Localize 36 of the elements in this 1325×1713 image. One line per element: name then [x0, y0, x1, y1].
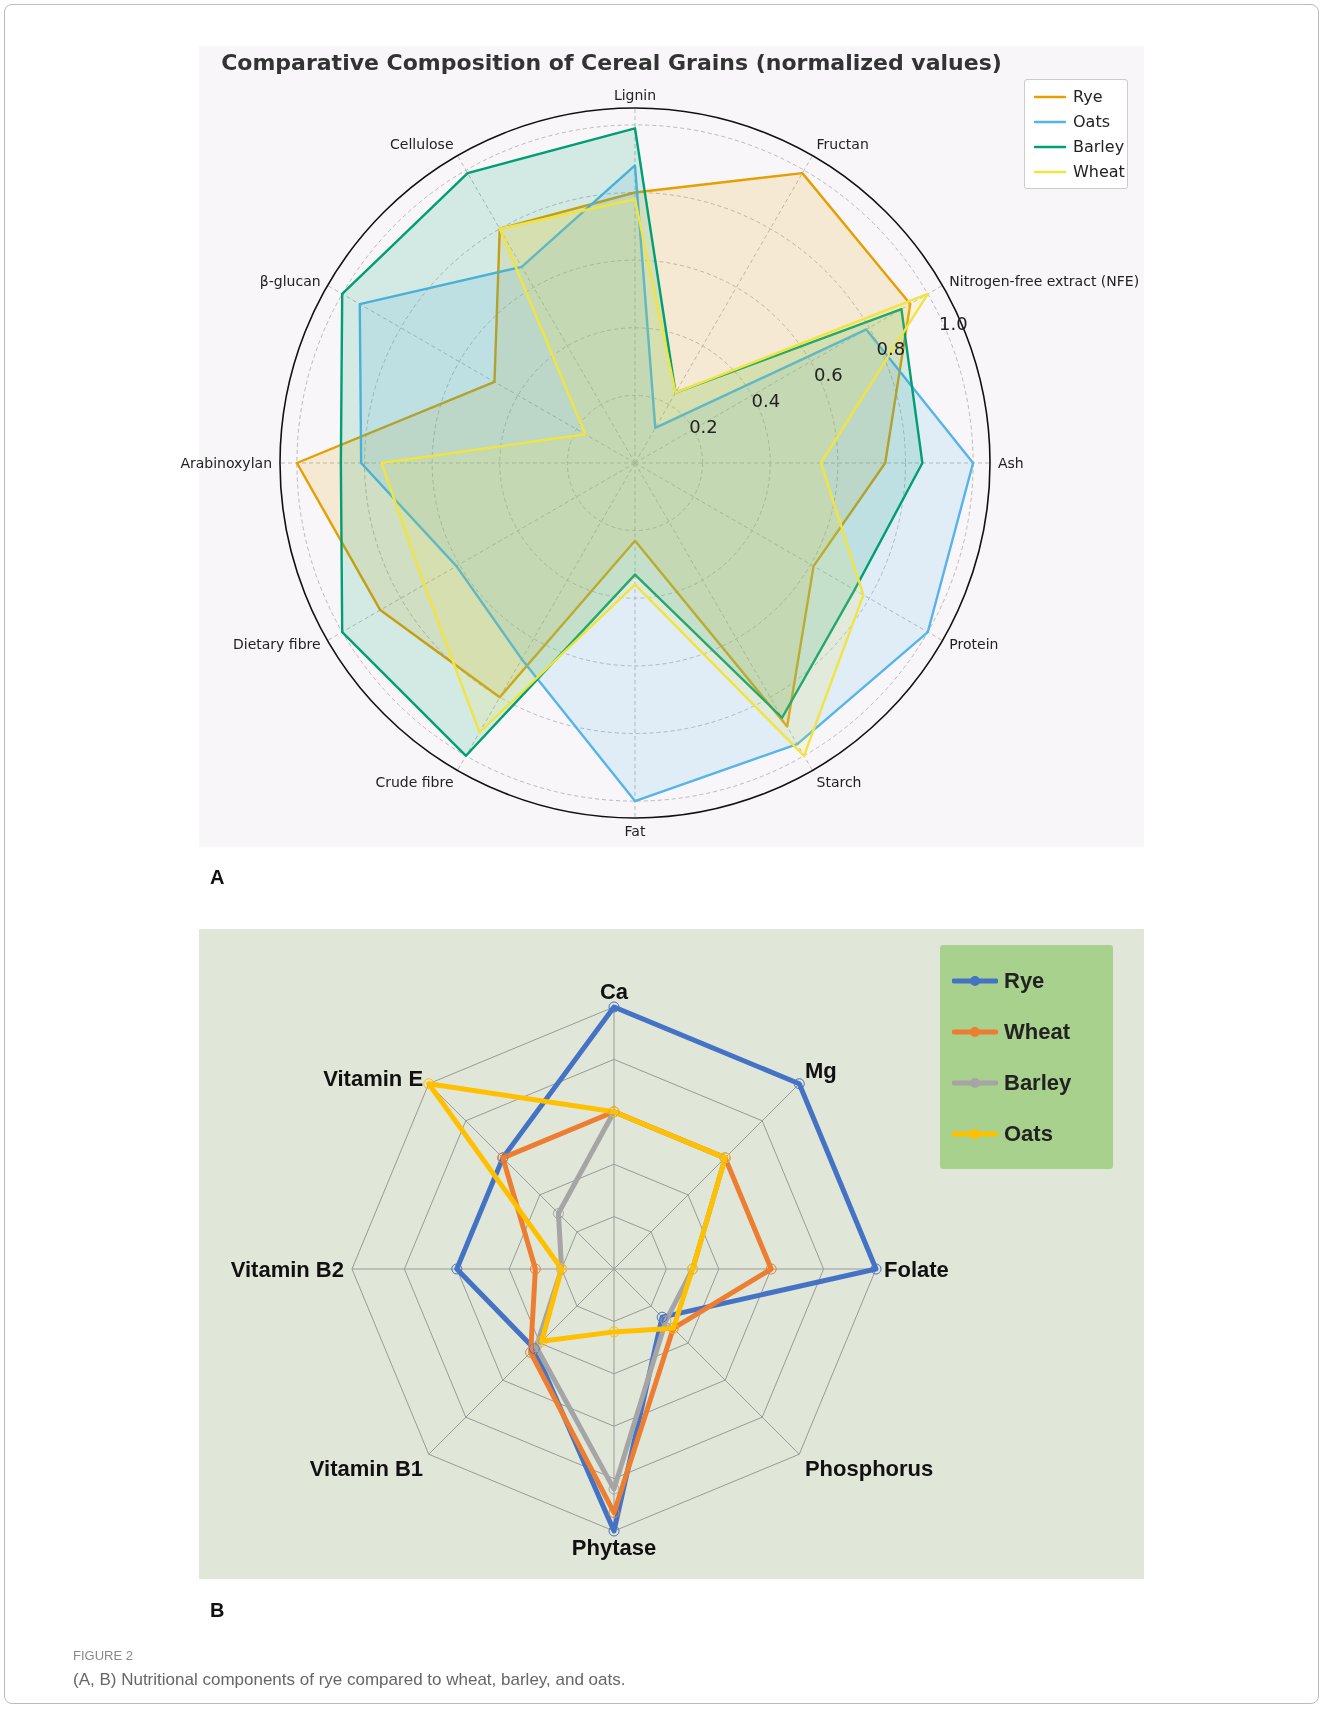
spoke-label: Fructan [816, 135, 869, 152]
legend-label: Wheat [1004, 1018, 1070, 1045]
y-tick-label: 0.4 [751, 390, 781, 412]
text: (A, B) Nutritional components of rye compared to wheat, barley, and oats. [73, 1670, 626, 1690]
y-tick-label: 0.2 [689, 416, 718, 438]
legend-label: Oats [1004, 1120, 1053, 1147]
spoke-label: Folate [884, 1256, 949, 1282]
spoke-label: Dietary fibre [233, 636, 321, 653]
spoke-label: Cellulose [390, 135, 454, 152]
spoke-label: Vitamin B2 [230, 1256, 344, 1282]
legend-label: Rye [1073, 87, 1103, 106]
spoke-label: Lignin [613, 87, 657, 103]
spoke-label: Arabinoxylan [180, 454, 272, 471]
legend-label: Barley [1073, 137, 1125, 156]
spoke-label: Phytase [571, 1534, 657, 1560]
spoke-label: Starch [816, 774, 862, 791]
spoke-label: Protein [949, 636, 999, 653]
legend-label: Rye [1004, 967, 1045, 994]
spoke-label: β-glucan [259, 273, 321, 290]
spoke-label: Crude fibre [375, 774, 454, 791]
spoke-label: Phosphorus [804, 1455, 934, 1481]
legend-label: Wheat [1073, 162, 1125, 181]
caption: FIGURE 2 [73, 1648, 133, 1663]
spoke-label: Ca [599, 979, 629, 1004]
spoke-label: Fat [624, 822, 646, 839]
spoke-label: Nitrogen-free extract (NFE) [949, 273, 1140, 290]
y-tick-label: 0.6 [814, 364, 843, 386]
legend-label: Barley [1004, 1069, 1072, 1096]
spoke-label: Mg [804, 1058, 837, 1084]
spoke-label: Vitamin E [323, 1065, 424, 1091]
legend-label: Oats [1073, 112, 1111, 131]
text: A [210, 866, 225, 889]
spoke-label: Ash [998, 454, 1024, 471]
spoke-label: Vitamin B1 [309, 1455, 424, 1481]
text: B [210, 1599, 225, 1622]
chart-title: Comparative Composition of Cereal Grains (normalized values) [220, 50, 1003, 75]
